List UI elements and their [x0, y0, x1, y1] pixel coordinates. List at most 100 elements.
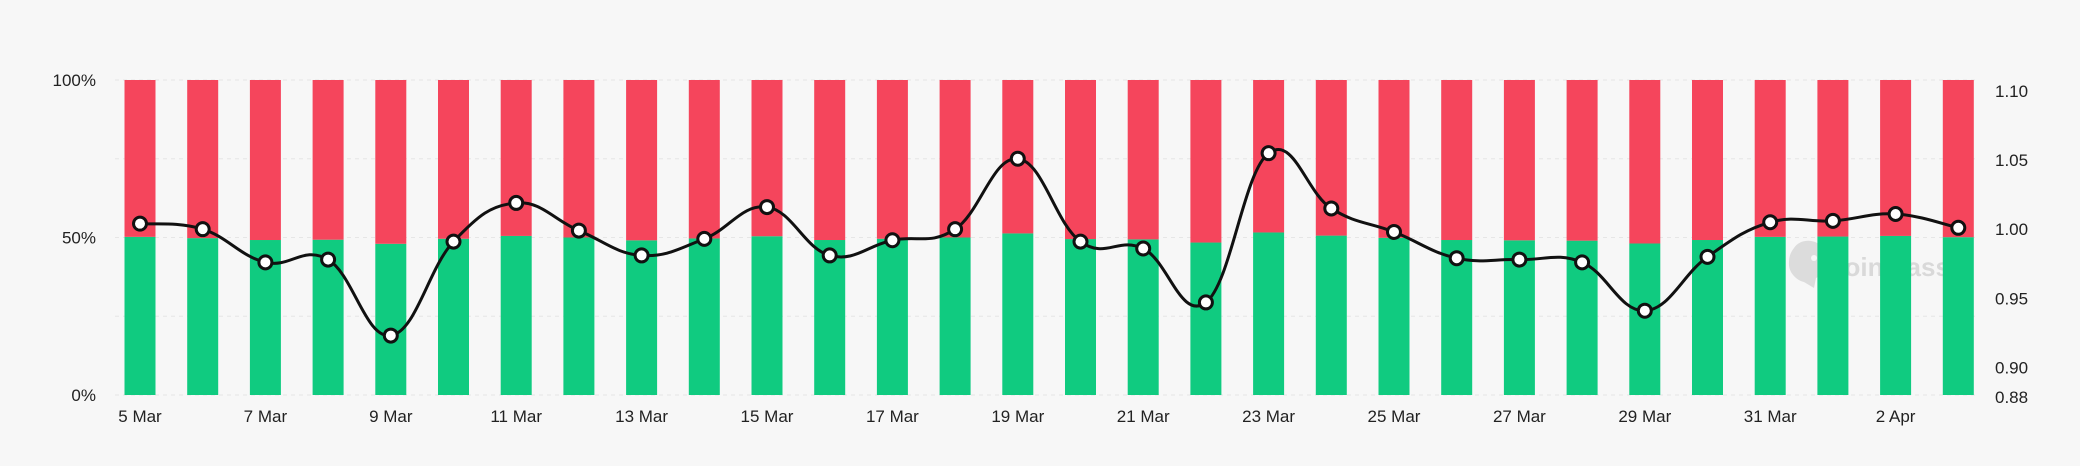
ratio-point [1197, 294, 1214, 311]
grid-lines [115, 79, 1975, 396]
ratio-point [132, 215, 148, 232]
bar-series [124, 80, 1974, 395]
ratio-point [1009, 150, 1026, 167]
x-axis-tick-label: 11 Mar [490, 407, 542, 426]
long-bar [876, 238, 908, 395]
x-axis-tick-label: 27 Mar [1493, 407, 1546, 426]
short-bar [1065, 80, 1096, 240]
long-bar [500, 235, 532, 395]
ratio-point [1950, 219, 1967, 236]
x-axis-tick-label: 19 Mar [991, 407, 1044, 426]
long-bar [626, 240, 658, 395]
long-bar [1817, 236, 1849, 395]
x-axis-tick-label: 7 Mar [244, 407, 288, 426]
short-bar [876, 80, 908, 239]
coinglass-logo-icon [1788, 240, 1827, 288]
right-axis-tick-label: 1.00 [1995, 220, 2028, 239]
right-axis-tick-label: 1.10 [1995, 82, 2028, 101]
ratio-point [759, 199, 775, 216]
ratio-point [194, 221, 211, 238]
short-bar [1692, 80, 1723, 241]
long-bar [939, 237, 971, 395]
short-bar [500, 80, 532, 236]
short-bar [438, 80, 469, 239]
ratio-point [1636, 302, 1653, 319]
x-axis-tick-label: 13 Mar [615, 407, 668, 426]
long-bar [1880, 235, 1912, 395]
long-bar [1002, 233, 1034, 395]
right-axis-tick-label: 1.05 [1995, 151, 2028, 170]
short-bar [814, 80, 846, 241]
ratio-point [320, 251, 337, 268]
right-axis-tick-label: 0.88 [1995, 388, 2028, 407]
short-bar [375, 80, 407, 244]
ratio-point [1824, 212, 1841, 229]
x-axis-tick-label: 5 Mar [118, 407, 162, 426]
long-bar [1942, 237, 1974, 395]
x-axis-tick-label: 31 Mar [1744, 407, 1797, 426]
left-axis-tick-label: 0% [71, 386, 96, 405]
long-bar [563, 237, 595, 395]
long-bar [1190, 242, 1222, 395]
ratio-point [257, 254, 274, 271]
ratio-point [508, 194, 525, 211]
ratio-point [1887, 205, 1904, 222]
short-bar [1190, 80, 1222, 243]
short-bar [1566, 80, 1598, 241]
long-bar [814, 240, 846, 395]
short-bar [939, 80, 971, 238]
ratio-point [947, 221, 964, 238]
short-bar [563, 80, 595, 238]
ratio-point [445, 233, 462, 250]
short-bar [1942, 80, 1974, 238]
long-bar [688, 238, 720, 395]
ratio-point [1762, 214, 1779, 231]
ratio-point [1699, 248, 1716, 265]
short-bar [1378, 80, 1410, 238]
ratio-point [1386, 223, 1402, 240]
ratio-point [382, 327, 399, 344]
long-bar [124, 236, 156, 395]
short-bar [187, 80, 219, 239]
long-bar [375, 243, 407, 395]
long-bar [1754, 236, 1786, 395]
short-bar [312, 80, 344, 240]
ratio-point [1072, 233, 1089, 250]
long-bar [1253, 232, 1285, 395]
ratio-point [1260, 145, 1277, 162]
short-bar [249, 80, 281, 241]
short-bar [1441, 80, 1473, 241]
long-bar [1127, 239, 1159, 395]
x-axis-tick-label: 17 Mar [866, 407, 919, 426]
right-axis-tick-label: 0.95 [1995, 289, 2028, 308]
ratio-point [1574, 254, 1591, 271]
left-axis-tick-label: 100% [53, 71, 96, 90]
x-axis-tick-label: 25 Mar [1368, 407, 1421, 426]
ratio-point [821, 247, 838, 264]
x-axis-tick-label: 2 Apr [1876, 407, 1916, 426]
x-axis-tick-label: 9 Mar [369, 407, 413, 426]
ratio-point [1511, 251, 1528, 268]
long-bar [187, 238, 219, 395]
short-bar [626, 80, 658, 241]
ratio-point [633, 247, 650, 264]
ratio-point [1448, 250, 1465, 267]
x-axis-tick-label: 21 Mar [1117, 407, 1170, 426]
short-bar [1817, 80, 1849, 237]
x-axis-tick-label: 23 Mar [1242, 407, 1295, 426]
long-bar [751, 236, 783, 395]
ratio-point [1323, 200, 1340, 217]
ratio-point [696, 230, 713, 247]
right-axis-tick-label: 0.90 [1995, 358, 2028, 377]
short-bar [1127, 80, 1159, 240]
left-axis-tick-label: 50% [62, 229, 96, 248]
x-axis-tick-label: 15 Mar [741, 407, 794, 426]
ratio-point [1135, 240, 1152, 257]
x-axis-tick-label: 29 Mar [1618, 407, 1671, 426]
ratio-point [884, 232, 901, 249]
short-bar [1629, 80, 1661, 244]
left-axis: 0% 50% 100% [53, 71, 96, 405]
long-bar [1315, 235, 1347, 395]
